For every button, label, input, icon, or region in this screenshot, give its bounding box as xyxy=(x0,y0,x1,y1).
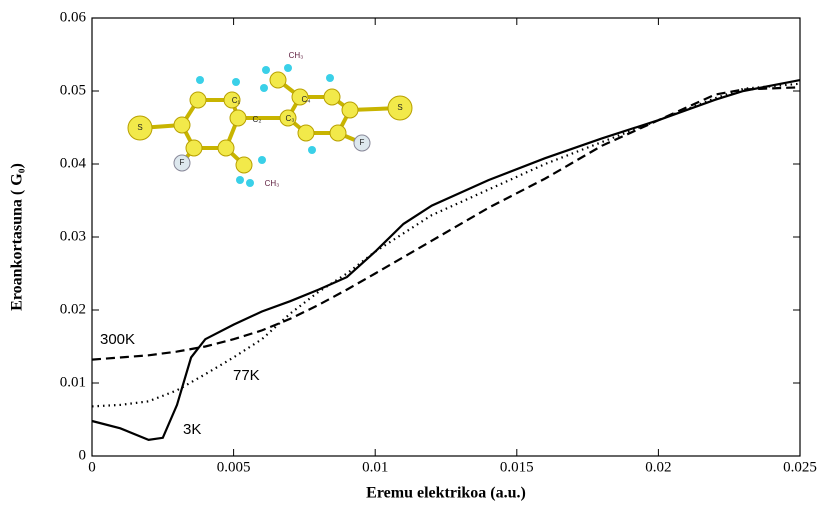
molecule-label: F xyxy=(360,138,365,147)
y-tick-label: 0.06 xyxy=(60,9,87,25)
line-series xyxy=(92,87,800,359)
molecule-label: C₂ xyxy=(253,115,262,124)
plot-frame xyxy=(92,18,800,456)
x-tick-label: 0 xyxy=(88,459,96,475)
molecule-label: CH₃ xyxy=(265,179,280,188)
series-label: 3K xyxy=(183,421,201,438)
molecule-label: F xyxy=(180,158,185,167)
molecule-label: S xyxy=(137,123,142,132)
y-axis-label: Eroankortasuna ( G₀) xyxy=(9,163,26,311)
y-tick-label: 0.02 xyxy=(60,301,86,317)
molecule-label: S xyxy=(397,103,402,112)
y-tick-label: 0.05 xyxy=(60,82,86,98)
line-series xyxy=(92,80,800,440)
molecule-label: C₃ xyxy=(285,114,294,123)
x-tick-label: 0.025 xyxy=(783,459,817,475)
x-axis-label: Eremu elektrikoa (a.u.) xyxy=(366,485,526,502)
molecule-label: C₁ xyxy=(232,96,241,105)
line-series xyxy=(92,84,800,407)
chart: Eremu elektrikoa (a.u.) Eroankortasuna (… xyxy=(0,0,824,506)
x-tick-label: 0.01 xyxy=(362,459,388,475)
molecule-label: C₄ xyxy=(301,95,310,104)
y-tick-label: 0 xyxy=(79,447,87,463)
y-tick-label: 0.01 xyxy=(60,374,86,390)
molecule-inset xyxy=(128,64,412,187)
x-tick-label: 0.005 xyxy=(217,459,251,475)
series-label: 300K xyxy=(100,331,135,348)
molecule-label: CH₃ xyxy=(289,51,304,60)
x-tick-label: 0.02 xyxy=(645,459,671,475)
x-tick-label: 0.015 xyxy=(500,459,534,475)
y-tick-label: 0.04 xyxy=(60,155,87,171)
y-tick-label: 0.03 xyxy=(60,228,86,244)
series-label: 77K xyxy=(233,367,260,384)
